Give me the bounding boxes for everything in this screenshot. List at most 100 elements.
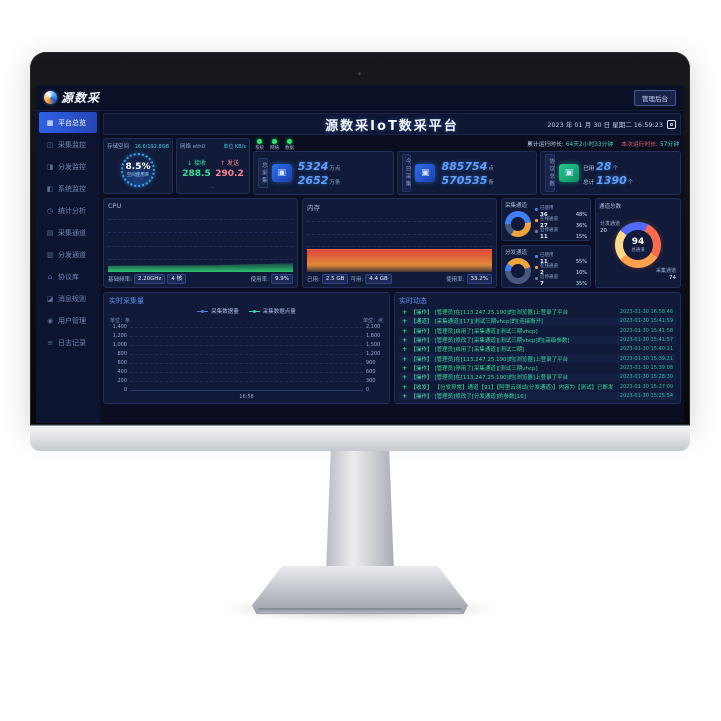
plus-icon: + <box>402 382 408 391</box>
network-footer: - <box>211 184 215 191</box>
memory-panel: 内存 已用: 2.5 GB 可用: 4.4 GB <box>302 198 497 288</box>
legend-entry: 启停通道 7 35% <box>535 275 587 287</box>
sidebar-item-label: 分发通道 <box>58 250 86 259</box>
uptime-pair: 本次运行时长: 57分钟 <box>621 142 679 148</box>
activity-message: [管理员]启用了[采集通道][测试三期vhcp] <box>434 328 538 335</box>
stand-base <box>252 566 468 614</box>
logo-icon <box>44 91 57 104</box>
chart-legend-entry[interactable]: 采集数据点量 <box>248 307 296 315</box>
cpu-cores-value: 4 核 <box>167 274 187 284</box>
memory-avail-label: 可用: <box>350 277 364 283</box>
activity-timestamp: 2023-01-30 15:27:00 <box>619 383 673 390</box>
storage-card: 存储空间 16.6/192.8GB 8.5% 空间使用率 <box>103 138 173 194</box>
chart-legend-entry[interactable]: 采集数据量 <box>197 307 239 315</box>
memory-avail-value: 4.4 GB <box>365 274 392 284</box>
gridline: 200 300 <box>117 378 376 384</box>
sidebar-item-icon: ▥ <box>46 250 54 259</box>
activity-row: + 【通道】 [采集通道][17][测试三期vhcp]的[连接断开] 2023-… <box>399 317 676 326</box>
logo-text: 源数采 <box>61 91 101 105</box>
legend-entry: 在线通道 27 36% <box>535 217 587 229</box>
sidebar-item-label: 日志记录 <box>58 338 86 347</box>
sidebar-item[interactable]: ◧ 系统监控 <box>39 178 97 199</box>
dispatch-channels-panel: 分发通道 已使用 11 55% <box>501 245 591 288</box>
uptime-pair: 累计运行时长: 64天2小时33分钟 <box>527 142 614 148</box>
memory-usage-label: 使用率: <box>446 277 465 283</box>
sidebar-item[interactable]: ◪ 消息规则 <box>39 288 97 309</box>
tile-value-line: 2652 万条 <box>297 173 341 187</box>
green-dot-icon <box>287 139 292 144</box>
sidebar-item[interactable]: ≡ 日志记录 <box>39 332 97 353</box>
activity-timestamp: 2023-01-30 15:41:59 <box>619 318 673 325</box>
activity-message: [管理员]修改了[分发通道]的参数[16] <box>434 393 526 400</box>
activity-row: + 【操作】 [管理员]在[113.247.25.190]的[浏览器]上登录了平… <box>399 308 676 316</box>
collect-channels-title: 采集通道 <box>505 203 528 209</box>
title-bar: 源数采IoT数采平台 2023 年 01 月 30 日 星期二 16:59:23 <box>103 113 681 135</box>
fullscreen-icon[interactable] <box>667 119 676 129</box>
storage-caption: 空间使用率 <box>126 173 150 178</box>
tile-vertical-label: 今日采集 <box>401 154 412 192</box>
sidebar-item[interactable]: ▥ 分发通道 <box>39 244 97 265</box>
legend-entry: 在线通道 2 10% <box>535 264 587 276</box>
sidebar-item-label: 分发监控 <box>58 162 86 171</box>
activity-panel: 实时动态 + 【操作】 [管理员]在[113.247.25.190]的[浏览器]… <box>394 292 681 404</box>
plus-icon: + <box>402 391 408 400</box>
sidebar-item-icon: ◷ <box>46 206 54 215</box>
activity-tag: 【操作】 <box>410 356 433 363</box>
sidebar-item[interactable]: ◉ 用户管理 <box>39 310 97 331</box>
storage-percent: 8.5% <box>125 162 151 172</box>
activity-tag: 【操作】 <box>410 365 433 372</box>
gridline: 1,200 1,800 <box>112 333 381 339</box>
activity-row: + 【操作】 [管理员]启用了[采集通道][测试三期vhcp] 2023-01-… <box>399 327 676 335</box>
stat-tile: 协议总数 ▣ 已用 28 个总计 1390 个 <box>540 151 682 195</box>
sidebar-item[interactable]: ◨ 分发监控 <box>39 156 97 177</box>
dispatch-channels-donut <box>505 257 531 284</box>
gridline: 1,000 1,500 <box>112 342 381 348</box>
activity-message: [管理员]启用了[采集通道][测试二期] <box>434 347 525 354</box>
activity-title: 实时动态 <box>399 297 427 305</box>
sidebar-item-icon: ◧ <box>46 184 54 193</box>
activity-timestamp: 2023-01-30 15:41:58 <box>619 327 673 334</box>
sidebar-item[interactable]: ▦ 平台总览 <box>39 112 97 133</box>
sidebar-item[interactable]: ⌂ 协议库 <box>39 266 97 287</box>
recv-value: 288.5 <box>182 168 211 179</box>
status-dots: 系统 网络 数据 <box>255 139 294 151</box>
sidebar-item-icon: ◪ <box>46 294 54 303</box>
send-label: ↑ 发送 <box>220 159 239 167</box>
monitor-bezel: 源数采 管理后台 ▦ 平台总览 ◫ 采集监控 ◨ <box>30 52 690 425</box>
cpu-usage-value: 9.9% <box>271 274 293 284</box>
cpu-freq-value: 2.20GHz <box>133 274 166 284</box>
webcam-dot <box>358 72 362 76</box>
activity-tag: 【操作】 <box>410 338 433 345</box>
main-area: 源数采IoT数采平台 2023 年 01 月 30 日 星期二 16:59:23… <box>100 111 684 423</box>
realtime-chart-panel: 实时采集量 采集数据量 采集数据点量 单位：条 单位：点 <box>103 292 390 404</box>
tile-value-line: 5324 万点 <box>297 159 341 173</box>
activity-row: + 【操作】 [管理员]停用了[采集通道][测试三期vhcp] 2023-01-… <box>399 364 676 372</box>
status-dot: 数据 <box>285 139 294 151</box>
green-dot-icon <box>257 139 262 144</box>
activity-tag: 【操作】 <box>410 347 433 354</box>
storage-capacity: 16.6/192.8GB <box>134 144 169 150</box>
dashboard: 源数采 管理后台 ▦ 平台总览 ◫ 采集监控 ◨ <box>36 85 684 423</box>
cpu-title: CPU <box>108 202 122 210</box>
recv-label: ↓ 接收 <box>187 159 206 167</box>
gridline: 600 900 <box>117 360 376 366</box>
sidebar-item[interactable]: ▤ 采集通道 <box>39 222 97 243</box>
sidebar-item[interactable]: ◷ 统计分析 <box>39 200 97 221</box>
datetime: 2023 年 01 月 30 日 星期二 16:59:23 <box>547 121 663 129</box>
cpu-panel: CPU 基础频率: 2.20GHz 4 核 <box>103 198 298 288</box>
activity-tag: 【收发】 <box>410 384 433 391</box>
sidebar-item[interactable]: ◫ 采集监控 <box>39 134 97 155</box>
memory-usage-value: 33.2% <box>466 274 492 284</box>
activity-timestamp: 2023-01-30 15:39:08 <box>619 364 673 371</box>
activity-timestamp: 2023-01-30 15:39:21 <box>619 355 673 362</box>
memory-used-label: 已用: <box>307 277 320 283</box>
collect-channels-panel: 采集通道 已使用 36 48% <box>501 198 591 241</box>
admin-backend-button[interactable]: 管理后台 <box>634 89 676 106</box>
tile-vertical-label: 总采集 <box>258 157 268 189</box>
sidebar-item-label: 协议库 <box>58 272 79 281</box>
stat-tile: 今日采集 ▣ 885754 点 570535 条 <box>396 151 538 195</box>
storage-title: 存储空间 <box>107 144 130 150</box>
tile-value-line: 885754 点 <box>441 159 494 173</box>
sidebar-item-icon: ≡ <box>47 338 53 347</box>
tile-icon: ▣ <box>559 164 580 182</box>
